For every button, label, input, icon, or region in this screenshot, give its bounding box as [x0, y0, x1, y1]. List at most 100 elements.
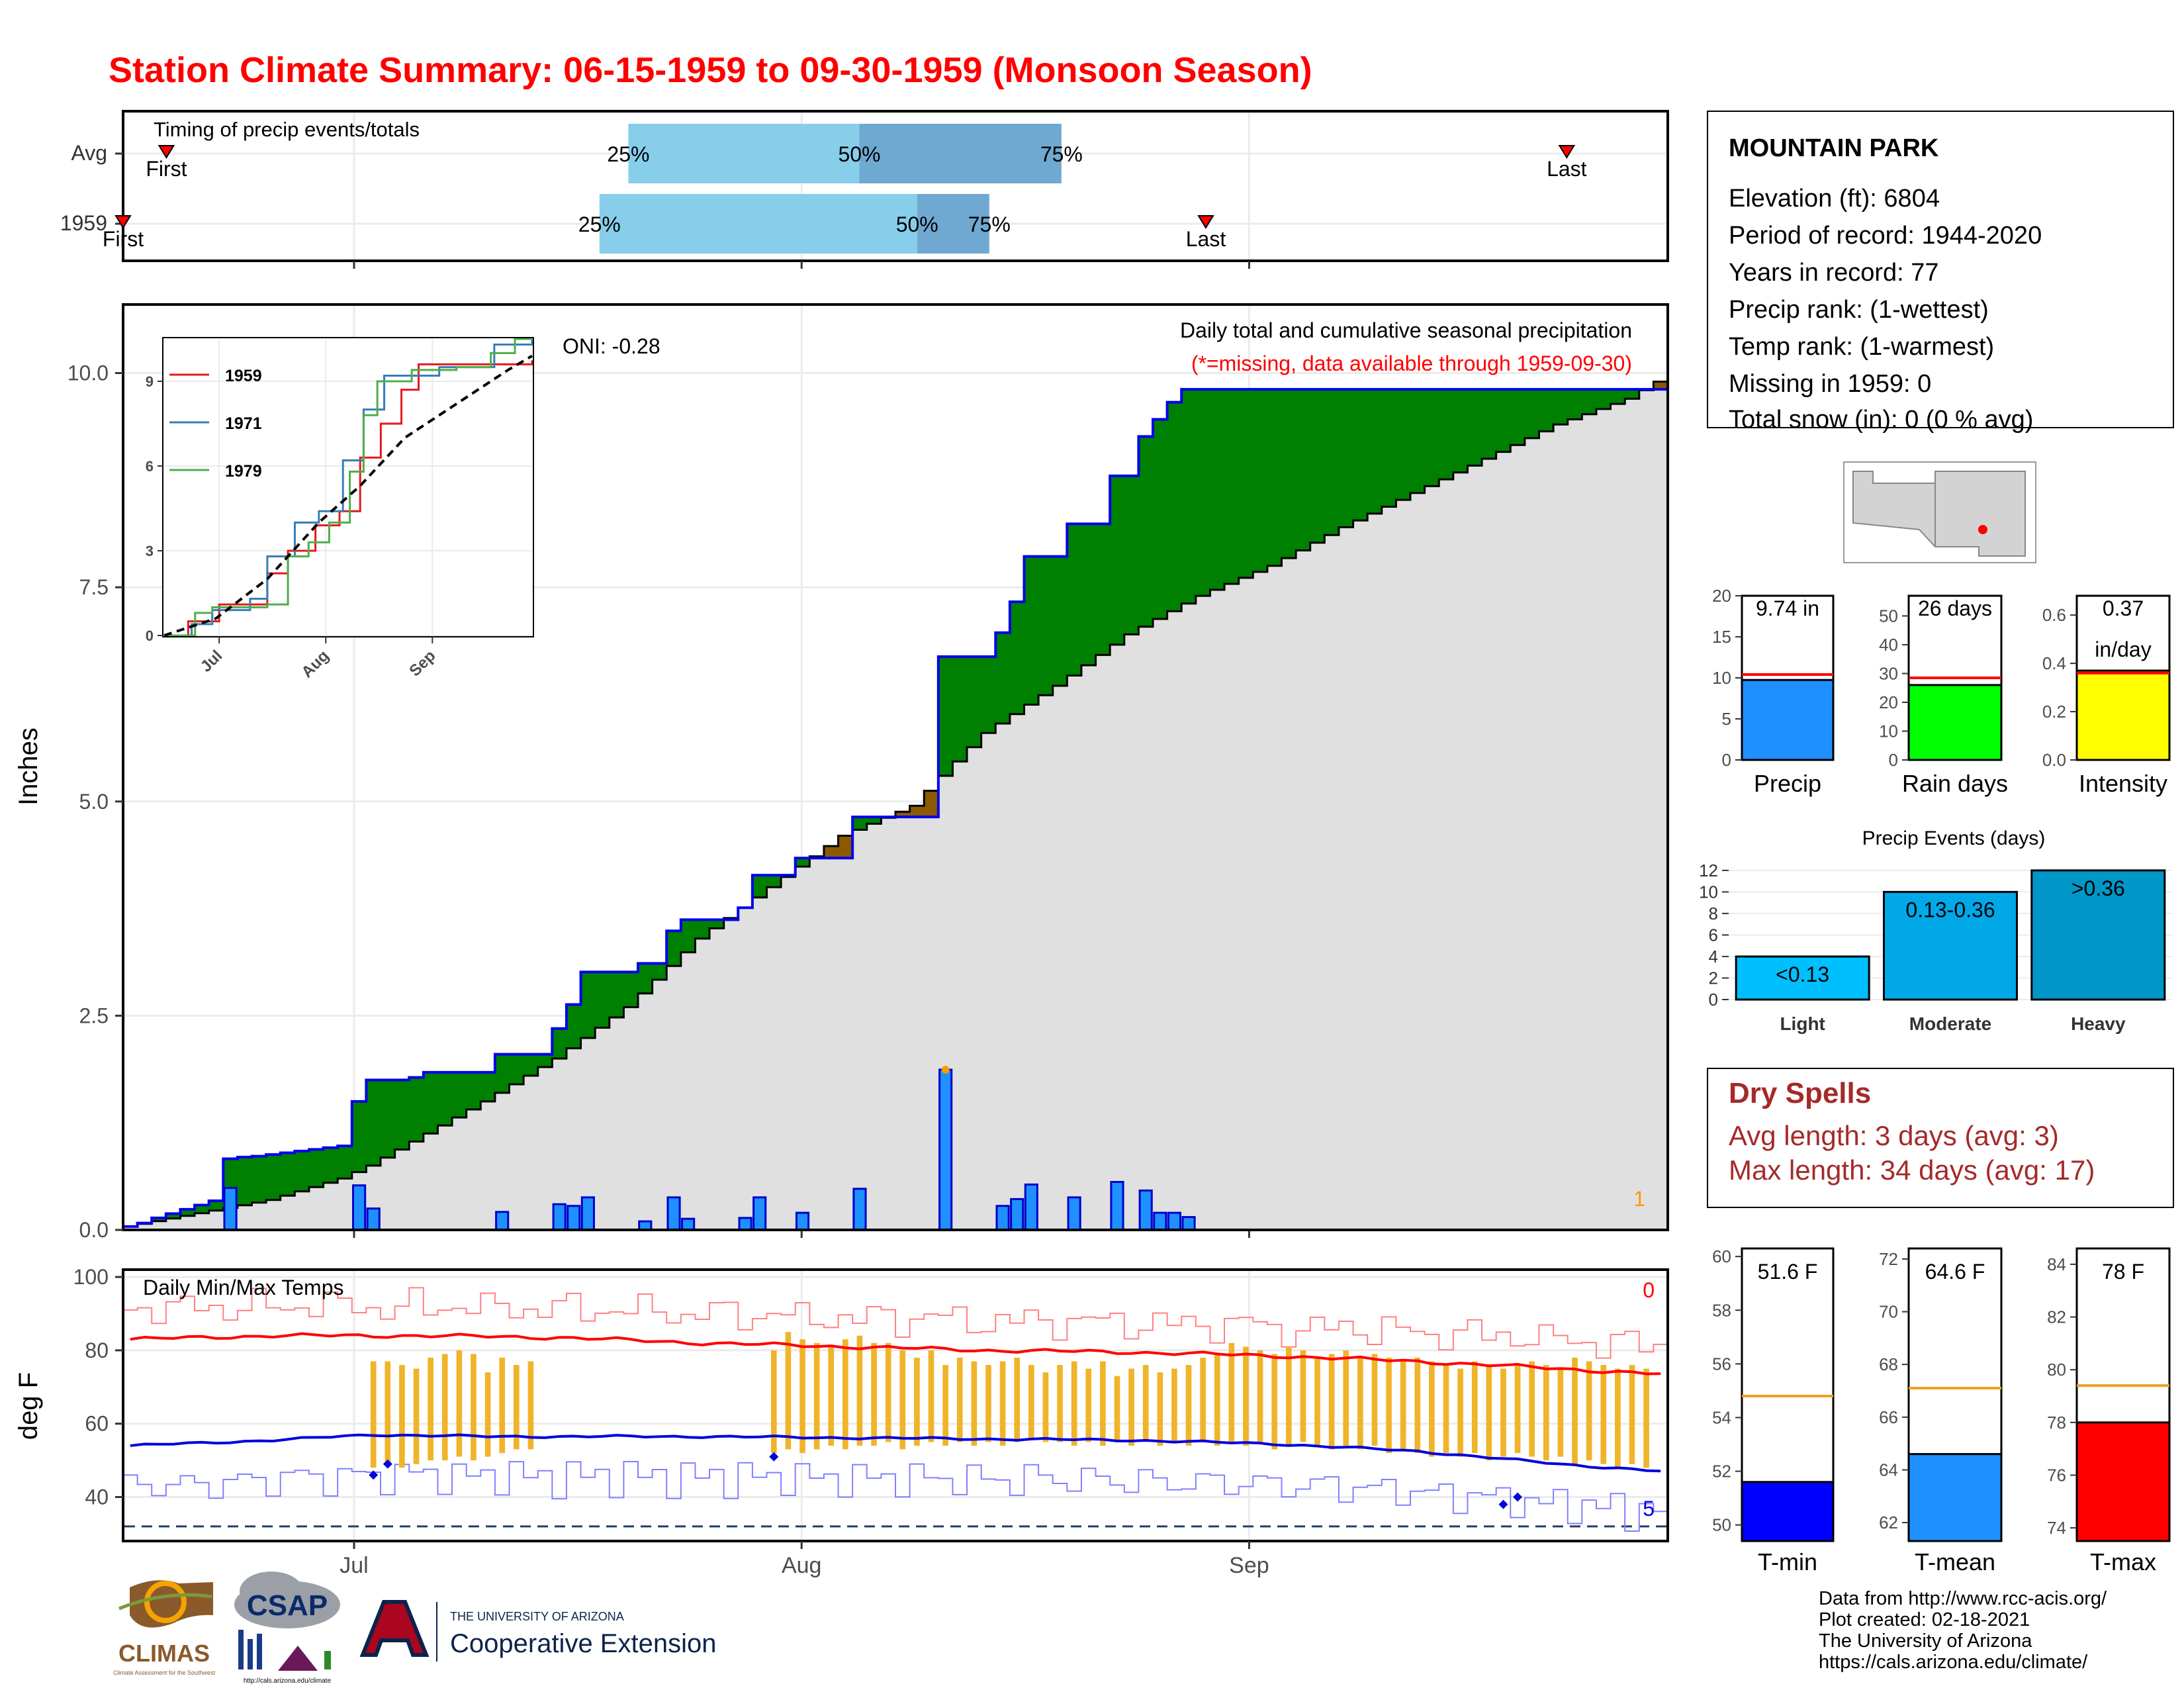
precip-y-tick-label: 2.5	[79, 1004, 109, 1027]
temp-summary-label: T-max	[2090, 1548, 2156, 1575]
temp-summary-tick-label: 60	[1712, 1246, 1731, 1266]
ua-logo: THE UNIVERSITY OF ARIZONA Cooperative Ex…	[359, 1600, 716, 1662]
temp-summary-tick-label: 62	[1879, 1513, 1898, 1532]
temp-y-tick-label: 100	[73, 1265, 109, 1289]
difference-fill-day	[680, 919, 696, 953]
temp-min-point	[769, 1452, 779, 1462]
x-axis-tick-label: Aug	[782, 1553, 822, 1578]
mini-bar-value-unit: in/day	[2095, 637, 2151, 661]
difference-fill-day	[1424, 389, 1439, 487]
difference-fill-day	[895, 812, 911, 818]
difference-fill-day	[1338, 389, 1354, 528]
precip-y-axis: 0.0 2.5 5.0 7.5 10.0	[68, 361, 123, 1242]
mini-bar-value	[1907, 684, 2003, 761]
daily-temp-bar	[1600, 1365, 1607, 1464]
daily-temp-bar	[856, 1335, 863, 1446]
difference-fill-day	[1224, 389, 1240, 584]
mini-bar-value	[2075, 669, 2171, 761]
daily-temp-bar	[1443, 1365, 1449, 1454]
daily-temp-bar	[1471, 1361, 1478, 1454]
events-y-tick-label: 10	[1699, 882, 1718, 902]
timing-marker-first	[158, 145, 175, 159]
daily-temp-bar	[1042, 1372, 1049, 1442]
difference-fill-day	[1095, 524, 1111, 655]
temp-summary-bar	[2075, 1421, 2171, 1542]
mini-bar-value-label: 0.37	[2103, 596, 2144, 620]
temp-summary-tick-label: 54	[1712, 1407, 1731, 1427]
daily-precip-bar	[495, 1211, 510, 1231]
precip-panel: 0.0 2.5 5.0 7.5 10.0 Inches Daily total and …	[14, 303, 1669, 1242]
daily-temp-bar	[956, 1357, 963, 1442]
dry-spells-avg: Avg length: 3 days (avg: 3)	[1729, 1120, 2059, 1151]
daily-temp-bar	[471, 1354, 477, 1461]
daily-temp-bar	[413, 1368, 420, 1464]
difference-fill-day	[1153, 419, 1168, 620]
avg-cumulative-line	[123, 381, 1668, 1228]
daily-temp-bar	[842, 1339, 848, 1450]
inset-legend: 1959 1971 1979	[169, 367, 262, 481]
difference-fill-day	[1281, 389, 1297, 559]
csap-logo: CSAP http://cals.arizona.edu/climate	[234, 1571, 340, 1685]
difference-fill-day	[1324, 389, 1340, 536]
daily-precip-bar	[580, 1196, 595, 1231]
daily-temp-bar	[1200, 1357, 1206, 1442]
daily-temp-bar	[885, 1342, 891, 1442]
timing-label-first: First	[103, 227, 144, 251]
precip-chart-label: Daily total and cumulative seasonal prec…	[1180, 318, 1632, 342]
date-x-axis: Jul Aug Sep	[340, 1541, 1269, 1578]
mini-bar-label: Intensity	[2079, 770, 2167, 797]
temp-chart-label: Daily Min/Max Temps	[143, 1276, 343, 1299]
daily-temp-bar	[1114, 1376, 1120, 1442]
daily-temp-bar	[1429, 1361, 1435, 1457]
daily-temp-bar	[1014, 1357, 1021, 1442]
difference-fill-day	[1553, 389, 1569, 425]
mini-bar-tick-label: 30	[1879, 663, 1898, 683]
mini-bar-value-label: 9.74 in	[1756, 596, 1819, 620]
difference-fill-day	[165, 1213, 181, 1219]
precip-y-tick-label: 0.0	[79, 1218, 109, 1242]
difference-fill-day	[1310, 389, 1325, 543]
record-max-line	[123, 1287, 1668, 1359]
daily-precip-bar	[1067, 1196, 1081, 1231]
daily-temp-bar	[1357, 1357, 1363, 1450]
difference-fill-day	[752, 875, 768, 898]
temp-min-point	[369, 1470, 379, 1480]
difference-fill-day	[695, 919, 710, 939]
temp-min-point	[1498, 1499, 1508, 1509]
daily-temp-bar	[770, 1350, 777, 1454]
credits: Data from http://www.rcc-acis.org/ Plot …	[1819, 1588, 2107, 1673]
temp-summary-tick-label: 70	[1879, 1302, 1898, 1322]
daily-temp-bar	[1500, 1368, 1506, 1457]
temp-summary-tick-label: 82	[2047, 1307, 2066, 1327]
difference-fill-day	[1181, 389, 1197, 604]
daily-temp-bar	[385, 1361, 391, 1464]
timing-bar-q25-q50	[599, 194, 917, 254]
station-name: MOUNTAIN PARK	[1729, 134, 1939, 162]
ua-logo-line2: Cooperative Extension	[450, 1629, 716, 1658]
daily-temp-bar	[1543, 1365, 1549, 1461]
timing-label-q50: 50%	[838, 142, 880, 166]
difference-fill-day	[1596, 389, 1612, 409]
daily-temp-bar	[985, 1365, 991, 1442]
station-info-box: MOUNTAIN PARK Elevation (ft): 6804 Perio…	[1707, 111, 2174, 434]
difference-fill-day	[909, 806, 925, 818]
daily-precip-bar	[752, 1196, 767, 1231]
daily-temp-bar	[813, 1342, 820, 1450]
timing-label-q25: 25%	[578, 212, 621, 236]
temp-min-points	[369, 1452, 1523, 1509]
events-y-tick-label: 0	[1709, 990, 1718, 1009]
daily-temp-bar	[484, 1372, 491, 1457]
temp-summary-tick-label: 58	[1712, 1300, 1731, 1320]
temp-summary-label: T-mean	[1915, 1548, 1995, 1575]
record-min-line	[123, 1460, 1668, 1532]
daily-temp-bar	[1157, 1372, 1163, 1446]
daily-temp-bar	[1572, 1357, 1578, 1464]
daily-temp-bar	[1085, 1368, 1092, 1442]
precip-events-bars: 0 2 4 6 8 10 12 <0.13 Light 0.13-0.36 Moderate >0.3…	[1699, 861, 2172, 1034]
difference-fill-day	[366, 1080, 381, 1166]
daily-temp-bar	[1271, 1354, 1278, 1450]
avg-max-line	[130, 1332, 1661, 1376]
daily-temp-bar	[441, 1354, 448, 1461]
difference-fill-day	[394, 1080, 410, 1150]
